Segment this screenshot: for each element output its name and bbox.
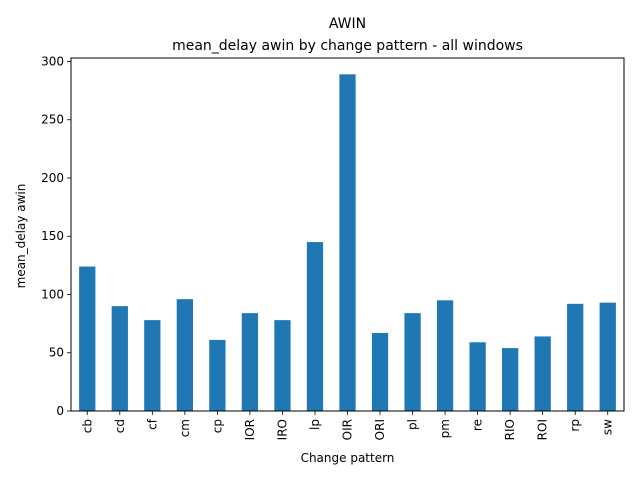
y-axis: 0 50 100 150 200 250 300	[41, 54, 71, 418]
x-tick-label: rp	[568, 419, 582, 432]
bar-IRO	[274, 320, 291, 411]
bar-IOR	[241, 313, 259, 411]
x-axis-label: Change pattern	[301, 451, 395, 465]
bar-RIO	[502, 348, 519, 411]
bar-ROI	[534, 336, 551, 411]
x-tick-label: IRO	[275, 419, 289, 440]
y-tick-label: 0	[56, 404, 64, 418]
chart-title: AWIN	[329, 16, 366, 32]
y-tick-label: 50	[49, 346, 64, 360]
y-tick-label: 150	[41, 229, 64, 243]
plot-frame	[70, 57, 625, 412]
bar-cm	[176, 299, 193, 411]
bar-series	[79, 74, 616, 411]
x-tick-label: RIO	[503, 419, 517, 440]
x-tick-label: lp	[308, 419, 322, 430]
x-tick-label: ORI	[373, 419, 387, 440]
bar-OIR	[339, 74, 356, 411]
y-axis-label: mean_delay awin	[14, 184, 28, 289]
bar-cf	[144, 320, 161, 411]
x-tick-label: pl	[406, 419, 420, 430]
x-tick-label: cb	[80, 419, 94, 433]
x-tick-label: ROI	[536, 419, 550, 440]
x-tick-label: cd	[113, 419, 127, 433]
y-tick-label: 200	[41, 171, 64, 185]
x-axis: cb cd cf cm cp IOR IRO lp OIR ORI pl pm re RIO ROI rp sw	[80, 411, 615, 440]
x-tick-label: sw	[601, 419, 615, 435]
chart-subtitle: mean_delay awin by change pattern - all …	[172, 38, 523, 54]
x-tick-label: cp	[210, 419, 224, 433]
bar-sw	[599, 302, 616, 411]
x-tick-label: cf	[145, 418, 159, 430]
bar-cp	[209, 339, 226, 411]
bar-pm	[436, 300, 454, 411]
y-tick-label: 100	[41, 287, 64, 301]
bar-cd	[111, 306, 128, 411]
bar-pl	[404, 313, 421, 411]
bar-ORI	[371, 332, 389, 411]
bar-re	[469, 342, 486, 411]
x-tick-label: pm	[438, 419, 452, 438]
x-tick-label: OIR	[341, 419, 355, 440]
bar-cb	[79, 266, 96, 411]
bar-lp	[306, 242, 324, 411]
y-tick-label: 300	[41, 54, 64, 68]
x-tick-label: IOR	[243, 419, 257, 440]
x-tick-label: re	[471, 419, 485, 431]
bar-rp	[567, 303, 584, 411]
y-tick-label: 250	[41, 113, 64, 127]
x-tick-label: cm	[178, 419, 192, 437]
